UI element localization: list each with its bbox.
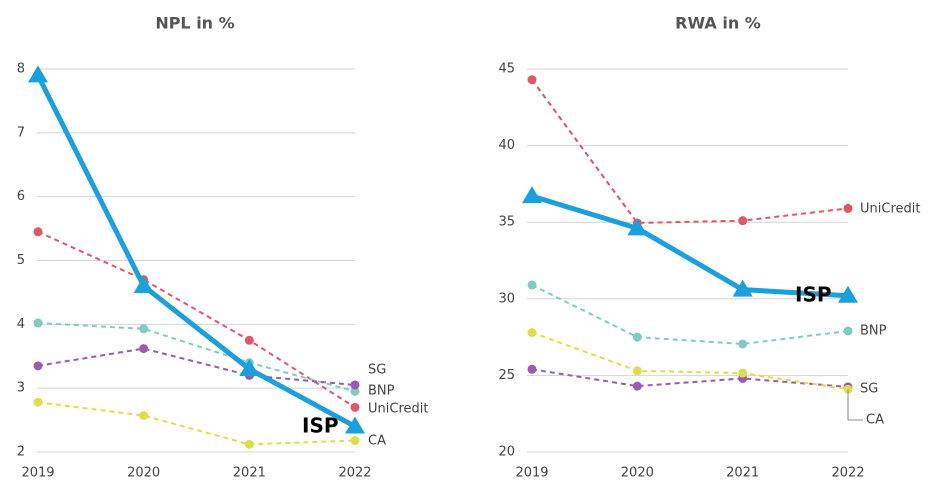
- y-tick-label: 7: [17, 125, 25, 140]
- series-label: SG: [368, 363, 386, 378]
- marker: [527, 328, 537, 338]
- series-line: [35, 74, 357, 429]
- marker: [139, 344, 149, 354]
- x-tick-label: 2020: [127, 466, 160, 481]
- series-line: [531, 331, 849, 391]
- y-tick-label: 8: [17, 62, 25, 77]
- marker: [522, 186, 542, 204]
- leader-line: [847, 389, 863, 421]
- x-tick-label: 2022: [338, 466, 371, 481]
- y-tick-label: 20: [498, 445, 515, 460]
- marker: [527, 280, 537, 290]
- series-line: [37, 322, 356, 393]
- marker: [838, 285, 858, 303]
- y-tick-label: 25: [498, 368, 515, 383]
- x-tick-label: 2020: [621, 466, 654, 481]
- marker: [33, 397, 43, 407]
- x-tick-label: 2022: [831, 466, 864, 481]
- y-tick-label: 3: [17, 381, 25, 396]
- marker: [738, 216, 748, 226]
- series-label: SG: [860, 382, 878, 397]
- marker: [738, 339, 748, 349]
- series-label: BNP: [368, 384, 395, 399]
- marker: [350, 436, 360, 446]
- series-label: CA: [866, 413, 884, 428]
- marker: [133, 276, 154, 294]
- series-label: BNP: [860, 324, 887, 339]
- x-tick-label: 2021: [233, 466, 266, 481]
- y-tick-label: 40: [498, 138, 515, 153]
- x-tick-label: 2019: [21, 466, 54, 481]
- marker: [33, 318, 43, 328]
- marker: [350, 402, 360, 412]
- y-tick-label: 35: [498, 215, 515, 230]
- series-label: ISP: [795, 283, 832, 307]
- marker: [139, 324, 149, 334]
- marker: [239, 359, 260, 377]
- series-line: [37, 230, 356, 409]
- marker: [244, 439, 254, 449]
- marker: [244, 335, 254, 345]
- marker: [527, 75, 537, 85]
- y-tick-label: 45: [498, 62, 515, 77]
- series-line: [531, 193, 849, 299]
- series-label: UniCredit: [368, 402, 428, 417]
- marker: [627, 218, 648, 236]
- marker: [345, 416, 365, 434]
- y-tick-label: 4: [17, 317, 25, 332]
- x-tick-label: 2019: [515, 466, 548, 481]
- series-line: [37, 347, 356, 386]
- chart-title: NPL in %: [155, 14, 234, 33]
- y-tick-label: 2: [17, 445, 25, 460]
- marker: [632, 366, 642, 376]
- series-line: [531, 79, 849, 224]
- series-label: UniCredit: [860, 202, 920, 217]
- series-label: CA: [368, 434, 386, 449]
- marker: [33, 361, 43, 371]
- marker: [350, 386, 360, 396]
- marker: [632, 332, 642, 342]
- series-line: [531, 368, 849, 388]
- chart-title: RWA in %: [675, 14, 761, 33]
- marker: [632, 381, 642, 391]
- y-tick-label: 5: [17, 253, 25, 268]
- marker: [527, 364, 537, 374]
- marker: [33, 227, 43, 237]
- marker: [732, 279, 753, 297]
- marker: [738, 368, 748, 378]
- series-line: [531, 284, 849, 345]
- marker: [843, 326, 853, 336]
- series-label: ISP: [302, 414, 339, 438]
- marker: [350, 380, 360, 390]
- x-tick-label: 2021: [726, 466, 759, 481]
- marker: [139, 411, 149, 421]
- marker: [843, 203, 853, 213]
- y-tick-label: 30: [498, 291, 515, 306]
- y-tick-label: 6: [17, 189, 25, 204]
- marker: [28, 65, 48, 83]
